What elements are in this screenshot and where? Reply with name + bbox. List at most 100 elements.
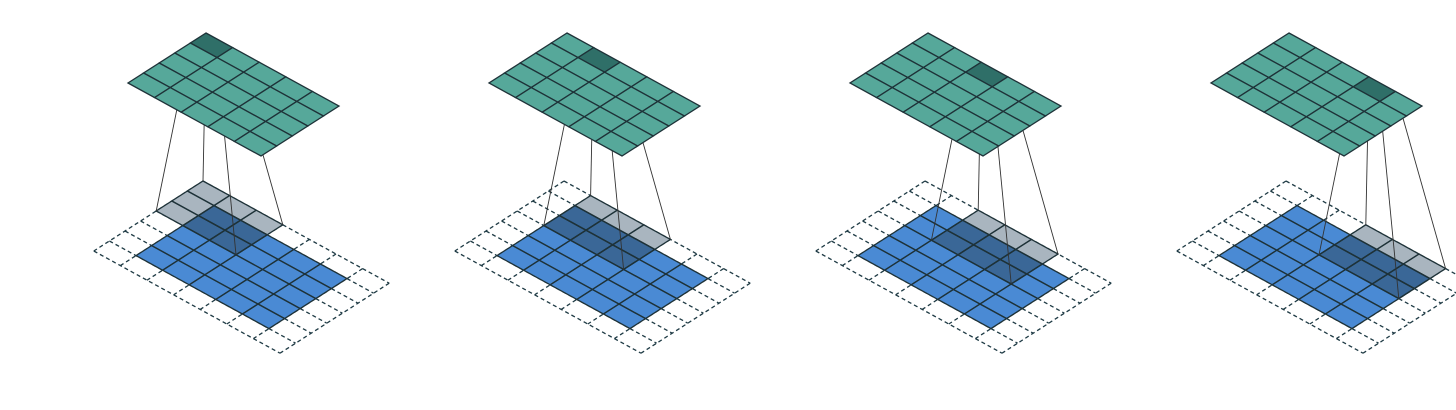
input-cell	[1234, 235, 1277, 261]
kernel-cell	[187, 181, 230, 206]
input-cell	[1261, 250, 1304, 275]
input-cell	[1250, 225, 1293, 251]
padding-grid-line	[1362, 292, 1456, 354]
kernel-cell-overlap	[225, 220, 268, 245]
kernel-cell-overlap	[198, 205, 241, 231]
kernel-cell-overlap	[1334, 234, 1377, 260]
input-cell	[920, 205, 963, 231]
input-cell	[581, 254, 624, 280]
kernel-cell	[628, 224, 671, 250]
input-cell	[639, 249, 682, 274]
input-cell	[523, 260, 566, 285]
padding-grid-line	[454, 180, 565, 252]
kernel-cell-overlap	[984, 259, 1027, 284]
kernel-cell	[156, 201, 199, 226]
input-cell	[1011, 274, 1054, 299]
input-cell	[1265, 215, 1308, 241]
input-cell	[1356, 284, 1399, 309]
input-cell	[1245, 260, 1288, 285]
input-cell	[565, 264, 608, 290]
input-cell	[1272, 274, 1315, 300]
padding-grid-line	[279, 282, 390, 354]
input-cell	[242, 304, 285, 329]
padding-grid-line	[815, 250, 1003, 354]
input-cell	[204, 264, 247, 290]
padding-grid-line	[1176, 250, 1364, 354]
kernel-cell	[1376, 239, 1419, 264]
input-cell	[953, 279, 996, 304]
output-cell	[233, 130, 278, 157]
input-cell	[167, 225, 210, 251]
kernel-cell-overlap	[559, 205, 602, 231]
input-cell	[889, 225, 932, 251]
input-cell	[193, 240, 236, 265]
input-cell	[1287, 264, 1330, 290]
padding-grid-line	[1176, 180, 1287, 252]
input-cell-border	[241, 303, 286, 330]
input-cell	[915, 240, 958, 265]
kernel-cell-overlap	[947, 220, 990, 245]
input-cell	[1325, 304, 1368, 329]
input-cell	[619, 294, 662, 319]
kernel-cell-overlap	[931, 230, 974, 255]
input-cell	[1330, 269, 1373, 294]
input-cell	[528, 225, 571, 251]
input-grid-lines	[856, 204, 1071, 330]
input-cell	[247, 269, 290, 294]
output-grid	[487, 32, 702, 157]
input-grid-lines	[1217, 204, 1447, 330]
kernel-cell-overlap	[543, 215, 586, 241]
input-cell	[858, 245, 901, 271]
input-cell	[995, 284, 1038, 309]
kernel-cell-overlap	[1345, 259, 1388, 284]
kernel-cell-overlap	[612, 234, 655, 260]
kernel-cell-overlap	[597, 244, 640, 270]
connector-line	[1394, 91, 1447, 269]
input-cell	[151, 235, 194, 261]
kernel-window	[543, 195, 671, 270]
input-cell	[231, 279, 274, 304]
input-cell	[162, 260, 205, 285]
input-cell	[189, 274, 232, 300]
input-cell-border	[602, 303, 647, 330]
padding-grid-line	[454, 250, 642, 354]
input-cell	[1219, 245, 1262, 271]
kernel-window	[1319, 224, 1446, 299]
input-cell	[926, 264, 969, 290]
kernel-cell	[1350, 224, 1393, 250]
input-cell	[550, 274, 593, 300]
input-cell	[278, 249, 321, 274]
input-cell	[900, 250, 943, 275]
input-cell	[1308, 220, 1351, 245]
input-cell	[623, 259, 666, 284]
input-cell	[262, 259, 305, 284]
kernel-cell	[214, 195, 257, 221]
input-cell	[873, 235, 916, 261]
kernel-cell-overlap	[958, 244, 1001, 270]
input-cell	[1292, 230, 1335, 255]
padding-grid-line	[640, 282, 751, 354]
kernel-cell-overlap	[209, 230, 252, 255]
input-cell	[592, 279, 635, 304]
kernel-cell-overlap	[182, 215, 225, 241]
input-cell	[634, 284, 677, 309]
input-cell	[969, 269, 1012, 294]
kernel-cell	[989, 224, 1032, 250]
kernel-cell	[240, 210, 283, 235]
input-cell	[911, 274, 954, 300]
input-cell	[608, 269, 651, 294]
input-cell-border	[963, 303, 1008, 330]
input-cell	[497, 245, 540, 271]
input-cell	[136, 245, 179, 271]
input-cell	[650, 274, 693, 299]
input-cell	[937, 289, 980, 314]
input-cell	[1298, 289, 1341, 314]
kernel-cell-overlap	[1387, 264, 1430, 289]
padding-grid-line	[93, 250, 281, 354]
kernel-window	[156, 181, 283, 255]
conv-step-panel-4	[1176, 32, 1456, 354]
input-cell	[576, 289, 619, 314]
output-cell	[955, 130, 1000, 157]
